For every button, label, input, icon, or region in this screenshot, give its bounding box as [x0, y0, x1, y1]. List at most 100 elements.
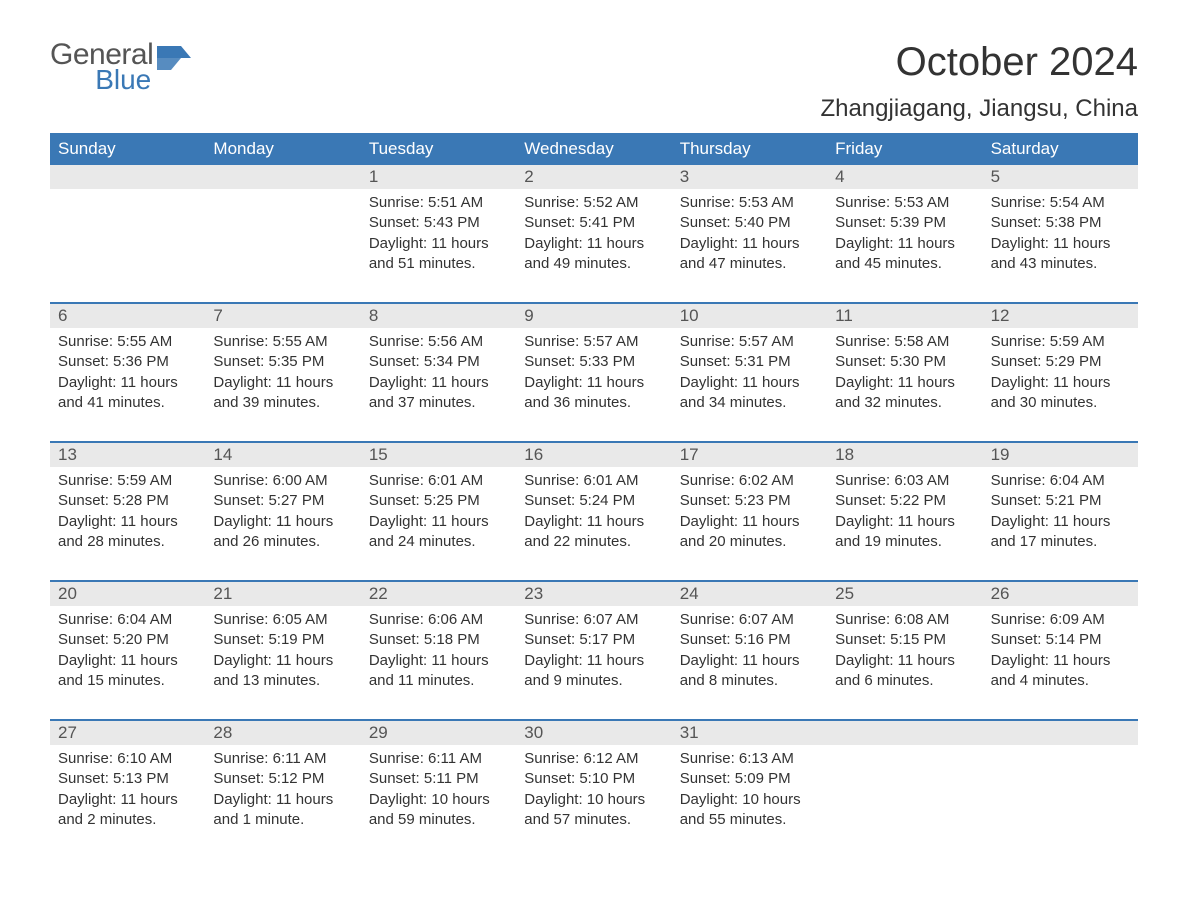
sunset-line: Sunset: 5:28 PM	[58, 491, 197, 511]
sunrise-line: Sunrise: 6:05 AM	[213, 610, 352, 630]
week-row: 13141516171819 Sunrise: 5:59 AMSunset: 5:…	[50, 441, 1138, 580]
day-number: 31	[672, 721, 827, 745]
daylight-line: Daylight: 11 hours and 32 minutes.	[835, 373, 974, 414]
logo: General Blue	[50, 40, 191, 94]
sunrise-line: Sunrise: 6:02 AM	[680, 471, 819, 491]
day-cell: Sunrise: 6:04 AMSunset: 5:20 PMDaylight:…	[50, 606, 205, 719]
sunrise-line: Sunrise: 5:55 AM	[58, 332, 197, 352]
sunrise-line: Sunrise: 5:53 AM	[680, 193, 819, 213]
daylight-line: Daylight: 11 hours and 41 minutes.	[58, 373, 197, 414]
daynum-row: 2728293031	[50, 721, 1138, 745]
sunrise-line: Sunrise: 6:09 AM	[991, 610, 1130, 630]
day-cell: Sunrise: 6:00 AMSunset: 5:27 PMDaylight:…	[205, 467, 360, 580]
day-number: 22	[361, 582, 516, 606]
day-number	[50, 165, 205, 189]
sunset-line: Sunset: 5:31 PM	[680, 352, 819, 372]
sunset-line: Sunset: 5:10 PM	[524, 769, 663, 789]
sunrise-line: Sunrise: 6:12 AM	[524, 749, 663, 769]
header: General Blue October 2024 Zhangjiagang, …	[50, 40, 1138, 123]
daylight-line: Daylight: 11 hours and 39 minutes.	[213, 373, 352, 414]
day-cell: Sunrise: 5:56 AMSunset: 5:34 PMDaylight:…	[361, 328, 516, 441]
day-cell: Sunrise: 5:55 AMSunset: 5:36 PMDaylight:…	[50, 328, 205, 441]
day-cell: Sunrise: 6:11 AMSunset: 5:12 PMDaylight:…	[205, 745, 360, 858]
sunset-line: Sunset: 5:40 PM	[680, 213, 819, 233]
day-number: 12	[983, 304, 1138, 328]
daylight-line: Daylight: 11 hours and 28 minutes.	[58, 512, 197, 553]
weekday-thursday: Thursday	[672, 133, 827, 165]
day-number: 11	[827, 304, 982, 328]
day-cell: Sunrise: 5:51 AMSunset: 5:43 PMDaylight:…	[361, 189, 516, 302]
sunrise-line: Sunrise: 5:52 AM	[524, 193, 663, 213]
sunset-line: Sunset: 5:19 PM	[213, 630, 352, 650]
sunrise-line: Sunrise: 5:57 AM	[680, 332, 819, 352]
flag-icon	[157, 46, 191, 70]
day-number: 21	[205, 582, 360, 606]
day-number: 14	[205, 443, 360, 467]
logo-text: General Blue	[50, 40, 153, 94]
sunrise-line: Sunrise: 6:01 AM	[524, 471, 663, 491]
sunset-line: Sunset: 5:35 PM	[213, 352, 352, 372]
sunset-line: Sunset: 5:38 PM	[991, 213, 1130, 233]
daylight-line: Daylight: 11 hours and 43 minutes.	[991, 234, 1130, 275]
sunset-line: Sunset: 5:34 PM	[369, 352, 508, 372]
location: Zhangjiagang, Jiangsu, China	[820, 95, 1138, 123]
day-cell: Sunrise: 6:11 AMSunset: 5:11 PMDaylight:…	[361, 745, 516, 858]
day-number: 16	[516, 443, 671, 467]
sunset-line: Sunset: 5:41 PM	[524, 213, 663, 233]
day-number	[983, 721, 1138, 745]
sunrise-line: Sunrise: 5:57 AM	[524, 332, 663, 352]
day-cell: Sunrise: 5:53 AMSunset: 5:39 PMDaylight:…	[827, 189, 982, 302]
daylight-line: Daylight: 11 hours and 20 minutes.	[680, 512, 819, 553]
sunset-line: Sunset: 5:12 PM	[213, 769, 352, 789]
daylight-line: Daylight: 11 hours and 17 minutes.	[991, 512, 1130, 553]
sunrise-line: Sunrise: 6:01 AM	[369, 471, 508, 491]
sunrise-line: Sunrise: 5:58 AM	[835, 332, 974, 352]
weekday-saturday: Saturday	[983, 133, 1138, 165]
daynum-row: 12345	[50, 165, 1138, 189]
sunset-line: Sunset: 5:23 PM	[680, 491, 819, 511]
day-number: 3	[672, 165, 827, 189]
sunset-line: Sunset: 5:43 PM	[369, 213, 508, 233]
day-cell: Sunrise: 6:10 AMSunset: 5:13 PMDaylight:…	[50, 745, 205, 858]
day-number: 13	[50, 443, 205, 467]
daylight-line: Daylight: 11 hours and 22 minutes.	[524, 512, 663, 553]
day-cell: Sunrise: 6:03 AMSunset: 5:22 PMDaylight:…	[827, 467, 982, 580]
day-number: 4	[827, 165, 982, 189]
day-number: 10	[672, 304, 827, 328]
daynum-row: 6789101112	[50, 304, 1138, 328]
daylight-line: Daylight: 11 hours and 45 minutes.	[835, 234, 974, 275]
day-number	[205, 165, 360, 189]
day-number: 15	[361, 443, 516, 467]
daylight-line: Daylight: 11 hours and 2 minutes.	[58, 790, 197, 831]
daylight-line: Daylight: 11 hours and 34 minutes.	[680, 373, 819, 414]
daylight-line: Daylight: 11 hours and 26 minutes.	[213, 512, 352, 553]
day-cell: Sunrise: 5:55 AMSunset: 5:35 PMDaylight:…	[205, 328, 360, 441]
day-number: 18	[827, 443, 982, 467]
sunset-line: Sunset: 5:20 PM	[58, 630, 197, 650]
day-cell: Sunrise: 5:59 AMSunset: 5:28 PMDaylight:…	[50, 467, 205, 580]
daylight-line: Daylight: 11 hours and 49 minutes.	[524, 234, 663, 275]
sunset-line: Sunset: 5:21 PM	[991, 491, 1130, 511]
day-number: 17	[672, 443, 827, 467]
sunrise-line: Sunrise: 5:56 AM	[369, 332, 508, 352]
daylight-line: Daylight: 11 hours and 37 minutes.	[369, 373, 508, 414]
week-row: 6789101112Sunrise: 5:55 AMSunset: 5:36 P…	[50, 302, 1138, 441]
sunset-line: Sunset: 5:29 PM	[991, 352, 1130, 372]
day-number: 19	[983, 443, 1138, 467]
sunset-line: Sunset: 5:17 PM	[524, 630, 663, 650]
sunrise-line: Sunrise: 5:53 AM	[835, 193, 974, 213]
sunrise-line: Sunrise: 6:04 AM	[991, 471, 1130, 491]
day-cell: Sunrise: 5:53 AMSunset: 5:40 PMDaylight:…	[672, 189, 827, 302]
day-cell: Sunrise: 6:04 AMSunset: 5:21 PMDaylight:…	[983, 467, 1138, 580]
day-cell: Sunrise: 6:08 AMSunset: 5:15 PMDaylight:…	[827, 606, 982, 719]
day-number: 2	[516, 165, 671, 189]
day-cell: Sunrise: 5:52 AMSunset: 5:41 PMDaylight:…	[516, 189, 671, 302]
day-cell: Sunrise: 6:13 AMSunset: 5:09 PMDaylight:…	[672, 745, 827, 858]
day-number: 8	[361, 304, 516, 328]
day-number: 26	[983, 582, 1138, 606]
sunrise-line: Sunrise: 6:06 AM	[369, 610, 508, 630]
sunset-line: Sunset: 5:16 PM	[680, 630, 819, 650]
day-cell-empty	[50, 189, 205, 302]
daylight-line: Daylight: 11 hours and 24 minutes.	[369, 512, 508, 553]
sunset-line: Sunset: 5:14 PM	[991, 630, 1130, 650]
